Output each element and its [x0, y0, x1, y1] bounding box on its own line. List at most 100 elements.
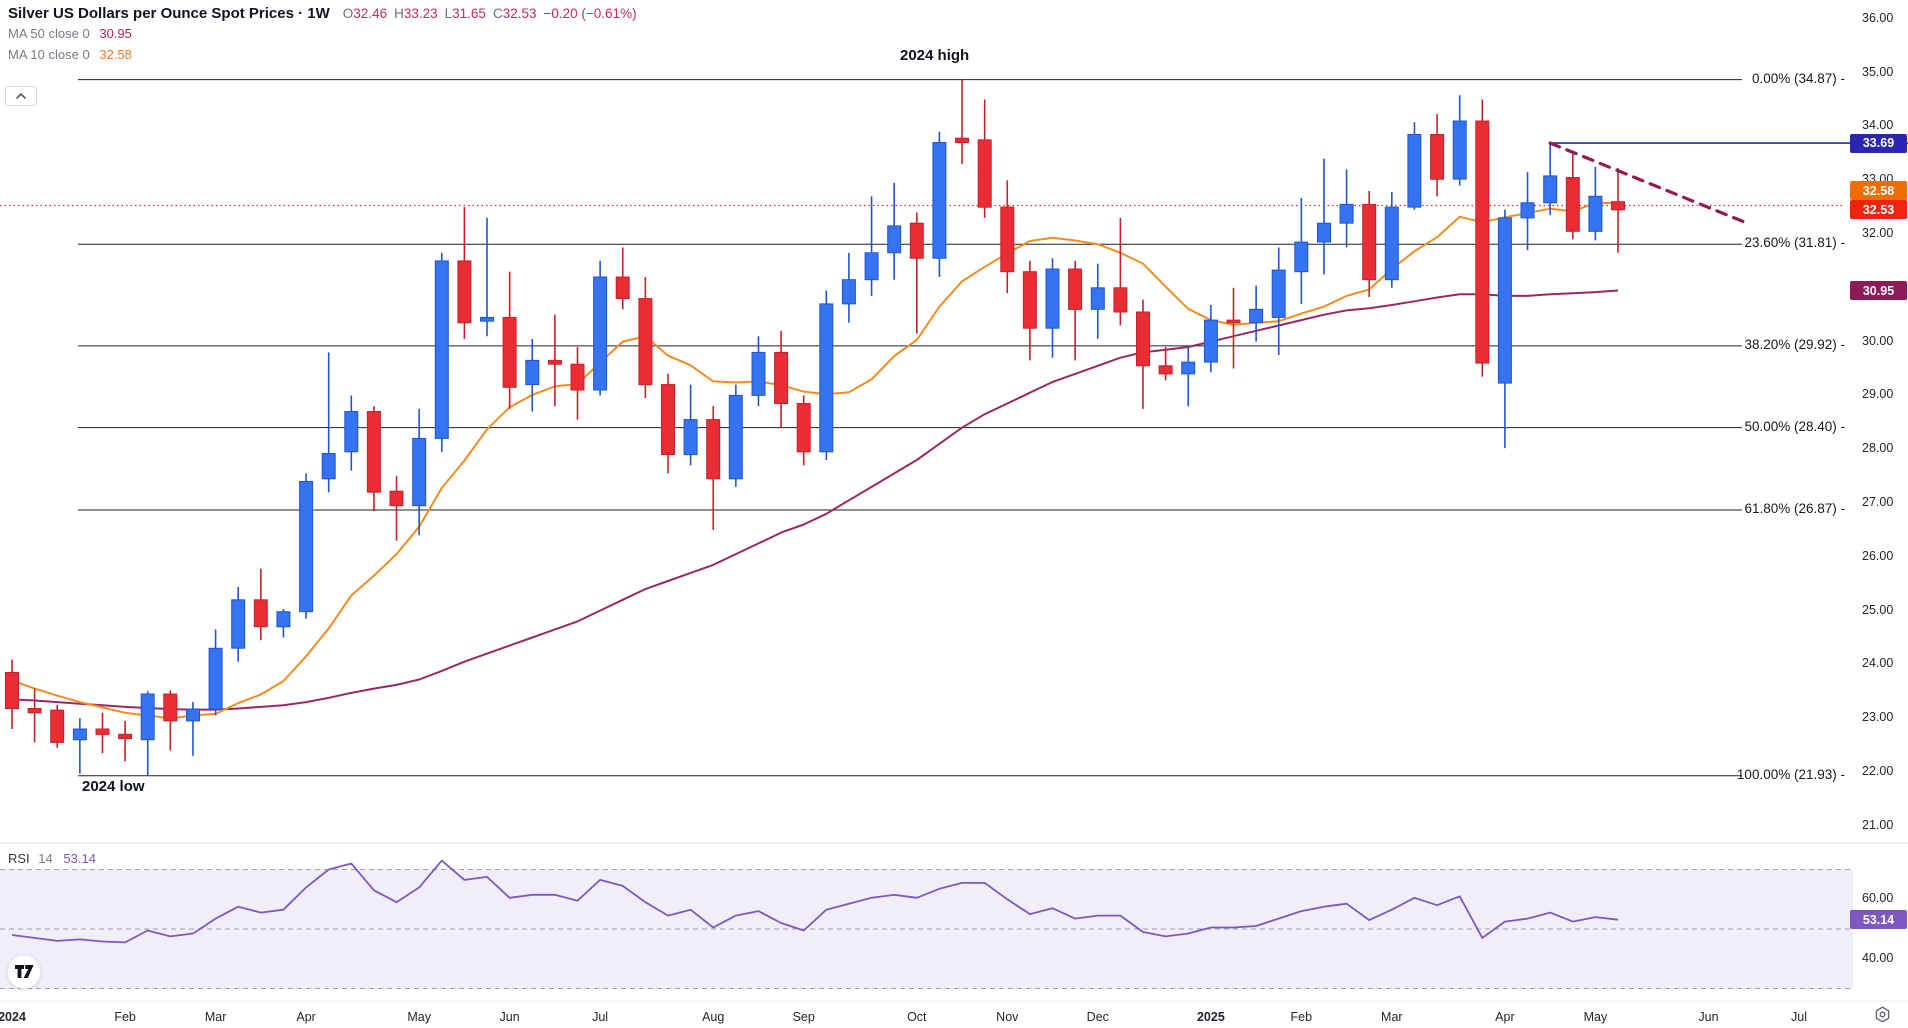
time-axis-label-Jul[interactable]: Jul [592, 1010, 609, 1024]
open-value: 32.46 [353, 6, 388, 21]
ma10-value: 32.58 [99, 47, 132, 62]
candle-body [1362, 203, 1377, 281]
ma10-length: 10 [30, 47, 45, 62]
candle-body [525, 359, 540, 386]
candle-body [1022, 271, 1037, 329]
candle-body [909, 222, 924, 259]
candle-body [299, 481, 314, 613]
fib-level-label: 100.00% (21.93) - [1736, 766, 1845, 782]
time-axis-label-Apr[interactable]: Apr [1495, 1010, 1515, 1024]
ma50-legend-row[interactable]: MA 50 close 0 30.95 [8, 26, 132, 41]
axis-settings-icon[interactable] [1874, 1006, 1891, 1028]
ma50-source: close [48, 26, 79, 41]
candle-body [1317, 222, 1331, 243]
candle-body [1000, 206, 1015, 273]
chart-legend-title-row[interactable]: Silver US Dollars per Ounce Spot Prices … [8, 5, 637, 22]
candle-body [977, 139, 992, 208]
tradingview-logo[interactable] [7, 955, 41, 989]
candle-body [1384, 206, 1399, 281]
price-axis-tick: 22.00 [1862, 764, 1894, 778]
close-key: C [492, 6, 503, 21]
candle-body [1407, 134, 1422, 208]
price-axis-tick: 25.00 [1862, 602, 1894, 617]
ma10-offset: 0 [82, 47, 90, 62]
price-axis-tick: 28.00 [1862, 441, 1894, 456]
time-axis-label-Jun[interactable]: Jun [499, 1010, 520, 1024]
candle-body [140, 693, 155, 741]
time-axis-label-Oct[interactable]: Oct [907, 1010, 927, 1024]
time-axis-label-Dec[interactable]: Dec [1086, 1010, 1109, 1024]
candle-body [751, 351, 766, 396]
price-axis-tick: 32.00 [1862, 226, 1894, 240]
candle-body [1045, 268, 1060, 329]
rsi-value-badge: 53.14 [1850, 910, 1907, 930]
fib-level-label: 50.00% (28.40) - [1744, 418, 1845, 434]
time-axis-label-Mar[interactable]: Mar [204, 1010, 227, 1024]
ma10-line[interactable] [11, 201, 1619, 720]
candle-body [389, 490, 404, 507]
time-axis-label-Mar[interactable]: Mar [1381, 1010, 1403, 1024]
price-axis-tick: 24.00 [1862, 656, 1894, 671]
ma10-legend-row[interactable]: MA 10 close 0 32.58 [8, 47, 132, 62]
price-axis-tick: 26.00 [1862, 548, 1894, 563]
candle-body [1475, 120, 1490, 364]
candle-body [1520, 202, 1535, 219]
candle-body [841, 279, 856, 305]
price-axis-tick: 27.00 [1862, 495, 1894, 509]
title-separator: · [298, 5, 304, 22]
annotation-2024-low: 2024 low [82, 778, 145, 795]
high-value: 33.23 [403, 6, 438, 21]
candle-body [819, 303, 834, 453]
candle-body [1588, 195, 1603, 232]
candle-body [1113, 287, 1128, 313]
candle-body [1497, 217, 1512, 384]
candle-body [593, 276, 608, 391]
time-axis-label-2024[interactable]: 2024 [0, 1010, 26, 1024]
ma50-value: 30.95 [99, 26, 132, 41]
fib-level-label: 38.20% (29.92) - [1744, 336, 1845, 352]
hexagon-gear-icon [1875, 1006, 1890, 1023]
candle-body [434, 260, 449, 439]
candle-body [163, 693, 178, 722]
candle-body [1430, 134, 1445, 180]
time-axis-label-2025[interactable]: 2025 [1196, 1010, 1225, 1024]
candle-body [728, 394, 743, 480]
candle-body [615, 276, 630, 299]
time-axis-label-Nov[interactable]: Nov [996, 1010, 1019, 1024]
time-axis-label-May[interactable]: May [407, 1010, 431, 1024]
price-axis-tick: 21.00 [1862, 817, 1894, 832]
candle-body [1226, 319, 1241, 324]
ma50-line[interactable] [11, 289, 1619, 711]
time-axis-label-Jun[interactable]: Jun [1698, 1010, 1719, 1024]
price-axis-tick: 35.00 [1862, 64, 1894, 79]
rsi-legend-row[interactable]: RSI 14 53.14 [8, 851, 96, 866]
time-axis-label-Sep[interactable]: Sep [792, 1010, 815, 1024]
time-axis-label-Jul[interactable]: Jul [1791, 1010, 1807, 1024]
time-axis-label-Feb[interactable]: Feb [114, 1010, 136, 1024]
candle-body [457, 260, 472, 324]
candle-body [638, 298, 653, 386]
candle-body [231, 599, 246, 649]
annotation-2024-high: 2024 high [900, 47, 970, 64]
candle-body [1136, 311, 1150, 367]
trendline-dashed[interactable] [1548, 141, 1747, 224]
rsi-line[interactable] [11, 859, 1619, 944]
ma10-source: close [48, 47, 79, 62]
high-key: H [394, 6, 404, 21]
time-axis-label-May[interactable]: May [1583, 1010, 1608, 1024]
ma50-length: 50 [30, 26, 45, 41]
candle-body [864, 252, 879, 281]
candle-body [1068, 268, 1083, 310]
price-badge-33.69: 33.69 [1850, 133, 1907, 153]
collapse-indicators-button[interactable] [5, 86, 37, 106]
time-axis-label-Aug[interactable]: Aug [702, 1010, 725, 1024]
fib-level-label: 0.00% (34.87) - [1751, 70, 1845, 86]
candle-body [27, 708, 42, 714]
time-axis-label-Feb[interactable]: Feb [1290, 1010, 1313, 1024]
tradingview-mark-icon [14, 965, 34, 978]
candle-body [208, 647, 223, 710]
time-axis-label-Apr[interactable]: Apr [296, 1010, 316, 1024]
candle-body [570, 363, 585, 391]
